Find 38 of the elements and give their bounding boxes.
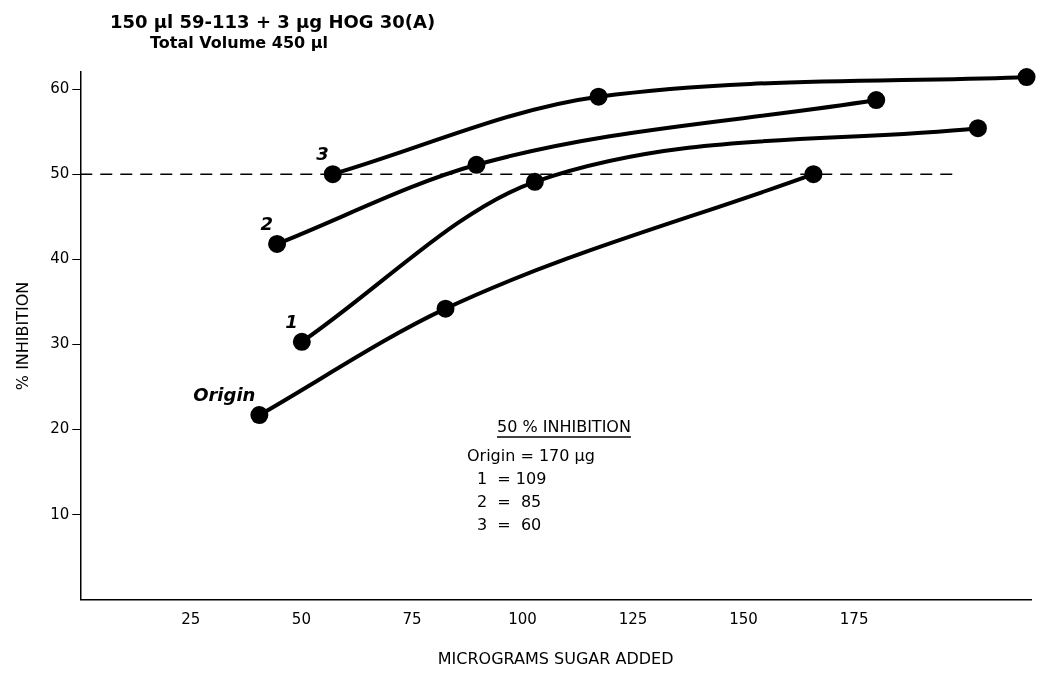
y-tick-label: 20 <box>50 419 70 438</box>
annotation: Origin = 170 µg <box>467 446 595 465</box>
point <box>250 406 269 425</box>
annotation: 1 = 109 <box>477 469 547 488</box>
x-tick-label: 175 <box>839 609 869 628</box>
point <box>804 165 823 184</box>
annotation: 50 % INHIBITION <box>497 417 631 436</box>
chart-title: 150 µl 59-113 + 3 µg HOG 30(A) <box>110 11 436 32</box>
point <box>867 91 886 110</box>
point <box>589 87 608 106</box>
point <box>292 332 311 351</box>
series-label: Origin <box>193 383 256 405</box>
series-label: 1 <box>285 310 298 332</box>
x-tick-label: 125 <box>618 609 648 628</box>
x-axis-title: MICROGRAMS SUGAR ADDED <box>437 648 674 668</box>
x-tick-label: 150 <box>729 609 758 628</box>
y-tick-label: 40 <box>50 249 70 268</box>
x-tick-label: 100 <box>508 609 537 628</box>
y-tick-label: 30 <box>50 334 70 353</box>
series-label: 3 <box>316 142 329 164</box>
annotation: 3 = 60 <box>477 515 542 534</box>
point <box>1017 68 1036 87</box>
point <box>268 234 287 253</box>
x-tick-label: 50 <box>291 609 311 628</box>
y-tick-label: 10 <box>50 504 70 523</box>
x-tick-label: 75 <box>402 609 422 628</box>
annotation: 2 = 85 <box>477 492 542 511</box>
y-axis-title: % INHIBITION <box>12 281 32 391</box>
y-tick-label: 60 <box>50 78 70 97</box>
point <box>467 155 486 174</box>
point <box>968 119 987 138</box>
chart-subtitle: Total Volume 450 µl <box>150 33 328 52</box>
point <box>525 172 544 191</box>
series-label: 2 <box>260 212 274 234</box>
y-tick-label: 50 <box>50 164 70 183</box>
point <box>323 165 342 184</box>
x-tick-label: 25 <box>181 609 201 628</box>
point <box>436 299 455 318</box>
